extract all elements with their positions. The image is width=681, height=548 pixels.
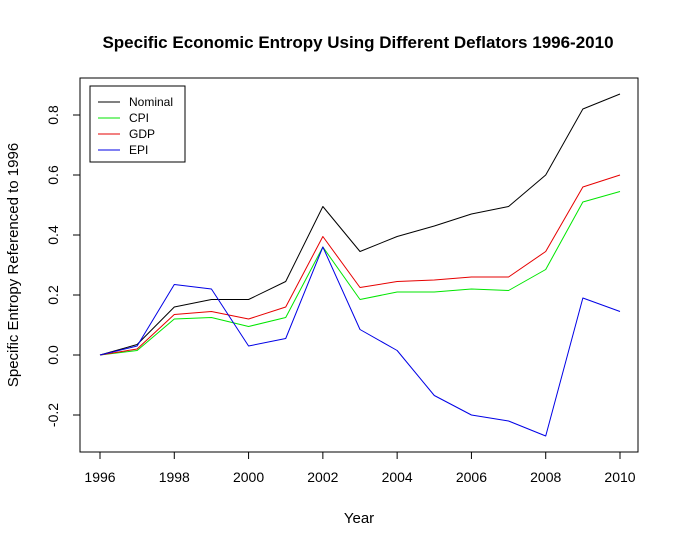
x-tick-label: 2006	[456, 469, 487, 485]
y-tick-label: 0.0	[45, 345, 61, 365]
legend: Nominal CPI GDP EPI	[89, 85, 186, 163]
y-tick-label: -0.2	[45, 403, 61, 427]
x-tick-label: 2010	[604, 469, 635, 485]
series-line-cpi	[99, 191, 621, 356]
legend-label-nominal: Nominal	[129, 95, 173, 109]
x-tick-label: 2002	[307, 469, 338, 485]
legend-label-gdp: GDP	[129, 127, 155, 141]
y-tick-label: 0.4	[45, 225, 61, 245]
legend-label-epi: EPI	[129, 143, 148, 157]
x-tick-label: 2004	[382, 469, 413, 485]
y-tick-label: 0.6	[45, 165, 61, 185]
x-tick-label: 1998	[159, 469, 190, 485]
y-tick-label: 0.2	[45, 285, 61, 305]
chart-title: Specific Economic Entropy Using Differen…	[102, 33, 613, 52]
x-tick-label: 2008	[530, 469, 561, 485]
series-line-gdp	[99, 174, 621, 356]
y-tick-label: 0.8	[45, 105, 61, 125]
legend-box	[89, 85, 186, 163]
x-tick-label: 2000	[233, 469, 264, 485]
legend-label-cpi: CPI	[129, 111, 149, 125]
x-tick-label: 1996	[84, 469, 115, 485]
y-axis-label: Specific Entropy Referenced to 1996	[5, 143, 22, 387]
series-line-epi	[99, 246, 621, 437]
x-axis: 1996 1998 2000 2002 2004 2006 2008 2010	[84, 451, 636, 485]
y-axis: -0.2 0.0 0.2 0.4 0.6 0.8	[45, 105, 81, 427]
x-axis-label: Year	[344, 510, 374, 527]
series-line-nominal	[99, 93, 621, 356]
series-layer	[99, 93, 621, 437]
